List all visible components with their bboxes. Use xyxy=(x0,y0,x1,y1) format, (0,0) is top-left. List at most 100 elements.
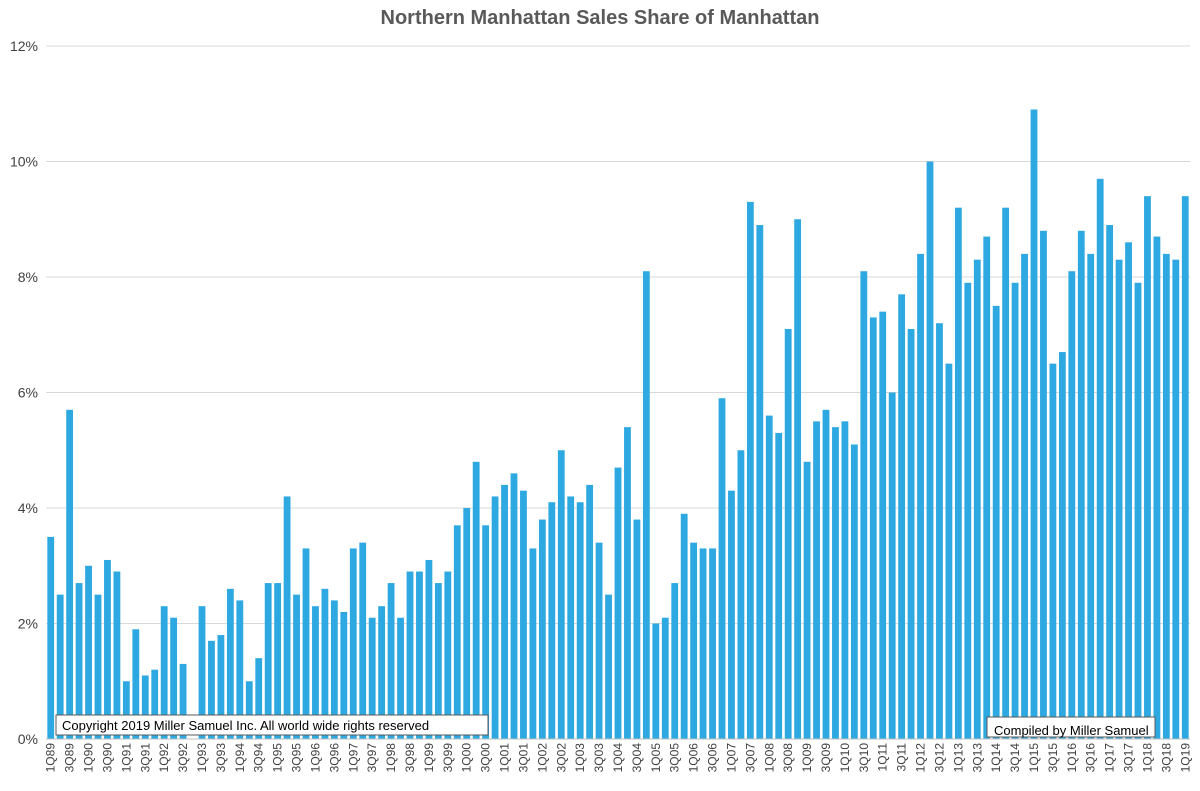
bar-1Q03 xyxy=(576,502,584,739)
bar-3Q02 xyxy=(557,450,565,739)
x-tick-label: 1Q98 xyxy=(384,743,398,773)
y-axis-ticks: 0% 2% 4% 6% 8% 10% 12% xyxy=(10,38,38,747)
x-tick-label: 1Q95 xyxy=(271,743,285,773)
x-tick-label: 3Q13 xyxy=(970,743,984,773)
bar-4Q95 xyxy=(302,548,310,739)
bar-3Q09 xyxy=(822,409,830,739)
x-tick-label: 3Q10 xyxy=(857,743,871,773)
bar-3Q91 xyxy=(141,675,149,739)
bar-1Q11 xyxy=(879,311,887,739)
bar-4Q05 xyxy=(680,513,688,739)
x-tick-label: 1Q03 xyxy=(573,743,587,773)
bar-3Q17 xyxy=(1125,242,1132,739)
bar-2Q06 xyxy=(699,548,707,739)
bar-4Q04 xyxy=(642,271,650,739)
bar-3Q10 xyxy=(860,271,868,739)
bar-1Q17 xyxy=(1106,225,1114,739)
bar-3Q12 xyxy=(936,323,943,739)
bar-1Q08 xyxy=(765,415,773,739)
bar-2Q04 xyxy=(624,427,631,739)
bar-3Q18 xyxy=(1162,253,1170,739)
x-tick-label: 3Q15 xyxy=(1046,743,1060,773)
bar-3Q97 xyxy=(368,617,376,739)
bar-2Q91 xyxy=(132,629,140,739)
bar-3Q16 xyxy=(1087,253,1095,739)
compiled-note-box xyxy=(986,716,1156,738)
bar-1Q05 xyxy=(652,623,660,739)
chart-title: Northern Manhattan Sales Share of Manhat… xyxy=(381,7,820,29)
x-tick-label: 1Q00 xyxy=(460,743,474,773)
bar-1Q07 xyxy=(728,490,735,739)
bar-3Q94 xyxy=(255,658,263,739)
bar-4Q02 xyxy=(567,496,575,739)
bar-3Q03 xyxy=(595,542,603,739)
x-tick-label: 3Q12 xyxy=(932,743,946,773)
bar-2Q12 xyxy=(926,161,934,739)
x-tick-label: 1Q96 xyxy=(308,743,322,773)
bar-1Q95 xyxy=(274,583,282,739)
bar-2Q95 xyxy=(283,496,291,739)
x-tick-label: 1Q14 xyxy=(989,743,1003,773)
bar-4Q93 xyxy=(226,588,234,739)
x-tick-label: 1Q06 xyxy=(687,743,701,773)
x-tick-label: 3Q08 xyxy=(781,743,795,773)
x-tick-label: 1Q10 xyxy=(838,743,852,773)
bar-2Q89 xyxy=(56,594,64,739)
bar-1Q16 xyxy=(1068,271,1076,739)
bar-2Q15 xyxy=(1040,230,1047,740)
bar-1Q90 xyxy=(85,565,92,739)
bar-4Q90 xyxy=(113,571,121,739)
bar-4Q17 xyxy=(1134,282,1142,739)
bar-2Q11 xyxy=(888,392,896,739)
bar-3Q95 xyxy=(293,594,300,739)
bar-2Q02 xyxy=(548,502,556,739)
bar-2Q17 xyxy=(1115,259,1123,739)
bar-1Q93 xyxy=(198,606,206,739)
bar-4Q00 xyxy=(491,496,499,739)
x-tick-label: 1Q94 xyxy=(233,743,247,773)
x-tick-label: 3Q03 xyxy=(592,743,606,773)
bar-3Q98 xyxy=(406,571,414,739)
x-tick-label: 1Q07 xyxy=(724,743,738,773)
x-tick-label: 1Q97 xyxy=(346,743,360,773)
bar-1Q15 xyxy=(1030,109,1038,739)
bar-3Q93 xyxy=(217,635,225,739)
bar-1Q10 xyxy=(841,421,849,739)
bar-3Q14 xyxy=(1011,282,1019,739)
x-tick-label: 1Q11 xyxy=(876,743,890,772)
bar-3Q07 xyxy=(746,201,754,740)
x-tick-label: 1Q89 xyxy=(44,743,58,773)
bar-4Q14 xyxy=(1021,253,1028,739)
bar-1Q13 xyxy=(954,207,962,739)
bar-2Q93 xyxy=(208,640,215,739)
bar-4Q08 xyxy=(794,219,802,739)
y-tick-label: 8% xyxy=(18,269,38,285)
x-tick-label: 3Q17 xyxy=(1122,743,1136,773)
bar-2Q03 xyxy=(586,484,594,739)
bar-2Q08 xyxy=(775,432,783,739)
y-tick-label: 12% xyxy=(10,38,38,54)
bar-4Q06 xyxy=(718,398,726,739)
bar-1Q06 xyxy=(690,542,698,739)
bar-1Q98 xyxy=(387,583,395,739)
bar-4Q09 xyxy=(832,427,839,739)
bar-4Q91 xyxy=(151,669,159,739)
x-tick-label: 3Q01 xyxy=(516,743,530,773)
bar-4Q99 xyxy=(453,525,461,739)
x-tick-label: 3Q07 xyxy=(743,743,757,773)
y-tick-label: 4% xyxy=(18,500,38,516)
bar-2Q09 xyxy=(813,421,820,739)
x-tick-label: 3Q96 xyxy=(327,743,341,773)
x-tick-label: 3Q89 xyxy=(63,743,77,773)
x-tick-label: 1Q16 xyxy=(1065,743,1079,773)
bar-4Q13 xyxy=(983,236,991,739)
bar-3Q13 xyxy=(973,259,981,739)
bar-1Q91 xyxy=(122,681,130,739)
x-tick-label: 3Q90 xyxy=(100,743,114,773)
bar-1Q12 xyxy=(917,253,924,739)
bar-2Q94 xyxy=(245,681,253,739)
x-tick-label: 1Q17 xyxy=(1103,743,1117,773)
bar-2Q10 xyxy=(850,444,858,739)
bars xyxy=(47,109,1189,740)
